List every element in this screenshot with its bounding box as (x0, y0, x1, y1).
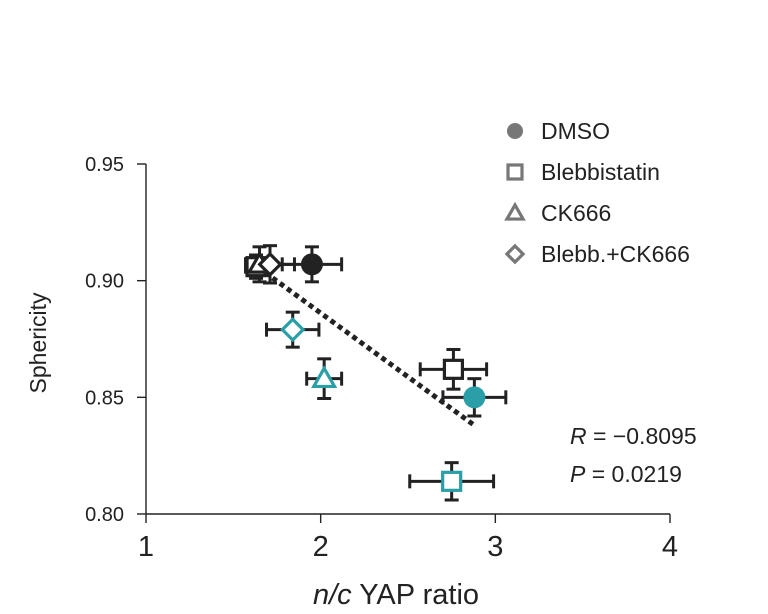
legend-triangle-icon (504, 201, 526, 221)
legend-item: CK666 (504, 200, 611, 226)
legend-label: CK666 (541, 200, 611, 226)
x-axis-label: n/c YAP ratio (313, 579, 479, 611)
p-value-text: P = 0.0219 (570, 461, 682, 487)
point-circle (463, 386, 486, 409)
point-square (442, 358, 465, 380)
y-tick-label: 0.95 (85, 154, 124, 176)
r-value-text: R = −0.8095 (570, 423, 697, 449)
legend-label: Blebb.+CK666 (541, 241, 690, 267)
x-tick-label: 3 (487, 531, 503, 563)
regression-line (249, 259, 476, 428)
legend-item: Blebbistatin (506, 159, 660, 185)
point-diamond (280, 317, 306, 343)
legend-circle-icon (507, 123, 523, 139)
regression-line-group (249, 259, 476, 428)
x-tick-label: 2 (313, 531, 329, 563)
point-triangle (311, 365, 338, 389)
legend-diamond-icon (504, 243, 526, 265)
legend-label: DMSO (541, 118, 610, 144)
legend-item: Blebb.+CK666 (504, 241, 690, 267)
x-axis-label-italic: n/c (313, 579, 352, 611)
r-value: = −0.8095 (587, 423, 697, 449)
axes: 0.80 0.85 0.90 0.95 1 2 3 4 Sphericity n/c YAP ra… (25, 154, 678, 611)
p-value: = 0.0219 (585, 461, 682, 487)
y-tick-label: 0.85 (85, 387, 124, 409)
point-circle (300, 253, 323, 276)
legend-label: Blebbistatin (541, 159, 660, 185)
x-tick-label: 4 (662, 531, 678, 563)
legend: DMSO Blebbistatin CK666 Blebb.+CK666 (504, 118, 690, 267)
point-square (441, 470, 463, 492)
data-points (245, 250, 486, 492)
p-label: P (570, 461, 586, 487)
point-diamond (257, 251, 283, 277)
legend-square-icon (506, 163, 524, 181)
x-axis-label-rest: YAP ratio (352, 579, 479, 611)
legend-item: DMSO (507, 118, 610, 144)
x-tick-label: 1 (138, 531, 154, 563)
r-label: R (570, 423, 587, 449)
y-axis-label: Sphericity (25, 292, 51, 393)
y-tick-label: 0.80 (85, 504, 124, 526)
y-tick-label: 0.90 (85, 271, 124, 293)
